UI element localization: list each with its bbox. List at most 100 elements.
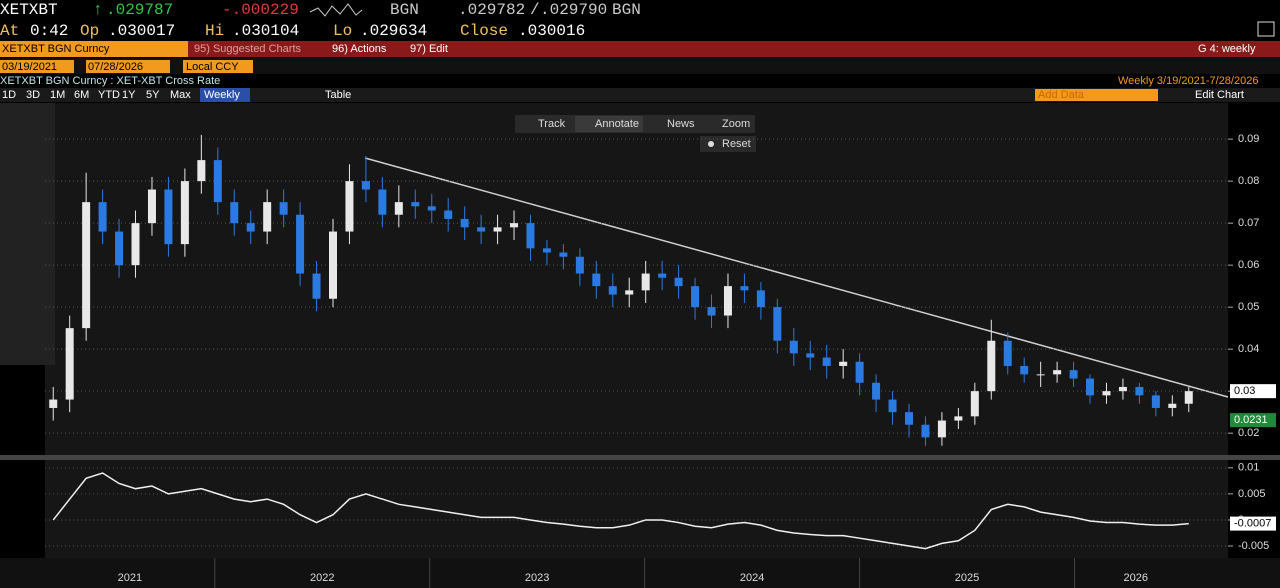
start-date-box[interactable] [0,60,74,73]
candle-body [608,286,617,295]
plots: 2021 2022 2023 2024 2025 2026 0.02 0.03 0.04 0.05… [45,133,1276,588]
candle-body [510,223,519,228]
candle-body [921,424,930,438]
candle-body [296,214,305,274]
candle-body [493,227,502,232]
candle-body [575,256,584,274]
panel-divider [0,455,1280,460]
candle-body [147,189,156,224]
price-tag [1230,516,1276,531]
tool[interactable]: Zoom [722,118,750,130]
candle-body [394,202,403,215]
candle-body [773,307,782,341]
candle-body [361,181,370,190]
period-button[interactable]: 6M [74,89,89,101]
y-tick-label: 0.04 [1238,343,1259,355]
y-tick-label: 0.07 [1238,217,1259,229]
candle-body [378,189,387,215]
y-tick-label: 0.005 [1238,488,1266,500]
candle-body [625,290,634,295]
candle-body [905,412,913,425]
candle-body [723,286,732,316]
high-label: Hi [205,22,224,40]
candle-body [98,202,107,232]
up-arrow: ↑ [93,1,103,19]
period-button[interactable]: YTD [98,89,120,101]
candle-body [789,340,798,354]
edit-chart[interactable]: Edit Chart [1195,89,1244,101]
add-data-box[interactable] [1035,89,1158,101]
candle-body [526,223,535,249]
candle-body [1118,386,1127,392]
period-info: Weekly 3/19/2021-7/28/2026 [1118,75,1258,87]
period-buttons: 1D 3D 1M 6M YTD 1Y 5Y Max [2,89,191,101]
candle-body [65,328,74,400]
menu-item[interactable]: 95) Suggested Charts [194,43,302,55]
price-tag-label: -0.0007 [1234,518,1271,530]
candle-body [1151,395,1160,408]
bid: .029782 [458,1,525,19]
menu-bar [0,41,1280,57]
tool[interactable]: News [667,118,695,130]
period-button[interactable]: Max [170,89,191,101]
security-box[interactable] [0,41,188,57]
period-button[interactable]: 1D [2,89,16,101]
price-panel [45,103,1228,455]
add-data: Add Data [1038,89,1085,101]
y-tick-label: 0.06 [1238,259,1259,271]
candle-body [312,273,321,299]
x-axis-band [0,558,1280,588]
candle-body [806,353,815,358]
high: .030104 [232,22,299,40]
x-tick-label: 2023 [525,572,549,584]
time-label: At [0,22,19,40]
y-tick-label: -0.005 [1238,540,1269,552]
period-button[interactable]: 3D [26,89,40,101]
popout-icon[interactable] [1257,21,1275,37]
ask-source: BGN [612,1,641,19]
candle-body [937,420,946,438]
tool[interactable]: Track [538,118,566,130]
ticker: XETXBT [0,1,58,19]
period-button[interactable]: 1M [50,89,65,101]
candle-body [559,252,568,257]
candle-body [1168,403,1177,408]
period-button[interactable]: 5Y [146,89,160,101]
y-tick-label: 0.01 [1238,462,1259,474]
candle-body [345,181,354,232]
frequency-box[interactable] [200,88,250,102]
toolbar [0,88,1280,102]
end-date-box[interactable] [86,60,170,73]
low-label: Lo [333,22,352,40]
date-row [0,58,1280,74]
y-tick-label: 0.09 [1238,133,1259,145]
last-price: .029787 [106,1,173,19]
price-change: -.000229 [222,1,299,19]
table-button[interactable]: Table [325,89,351,101]
candle-body [1184,391,1193,404]
candle-body [987,340,996,392]
quote-header [0,0,1280,41]
price-tag [1230,413,1276,428]
candle-body [888,399,897,413]
currency-box[interactable] [183,60,253,73]
candle-body [1003,340,1012,366]
candle-body [477,227,486,232]
candle-body [164,189,173,245]
menu-item[interactable]: 97) Edit [410,43,448,55]
x-tick-label: 2024 [740,572,764,584]
ask: .029790 [540,1,607,19]
tool[interactable]: Annotate [595,118,639,130]
menu-item[interactable]: 96) Actions [332,43,387,55]
period-button[interactable]: 1Y [122,89,136,101]
candle-body [1102,391,1111,396]
candle-body [1086,378,1095,396]
candle-body [1069,370,1078,379]
reset-box[interactable] [700,136,756,152]
close: .030016 [518,22,585,40]
candle-body [691,286,700,308]
x-tick-label: 2021 [118,572,142,584]
candle-body [542,248,551,253]
x-tick-label: 2022 [310,572,334,584]
